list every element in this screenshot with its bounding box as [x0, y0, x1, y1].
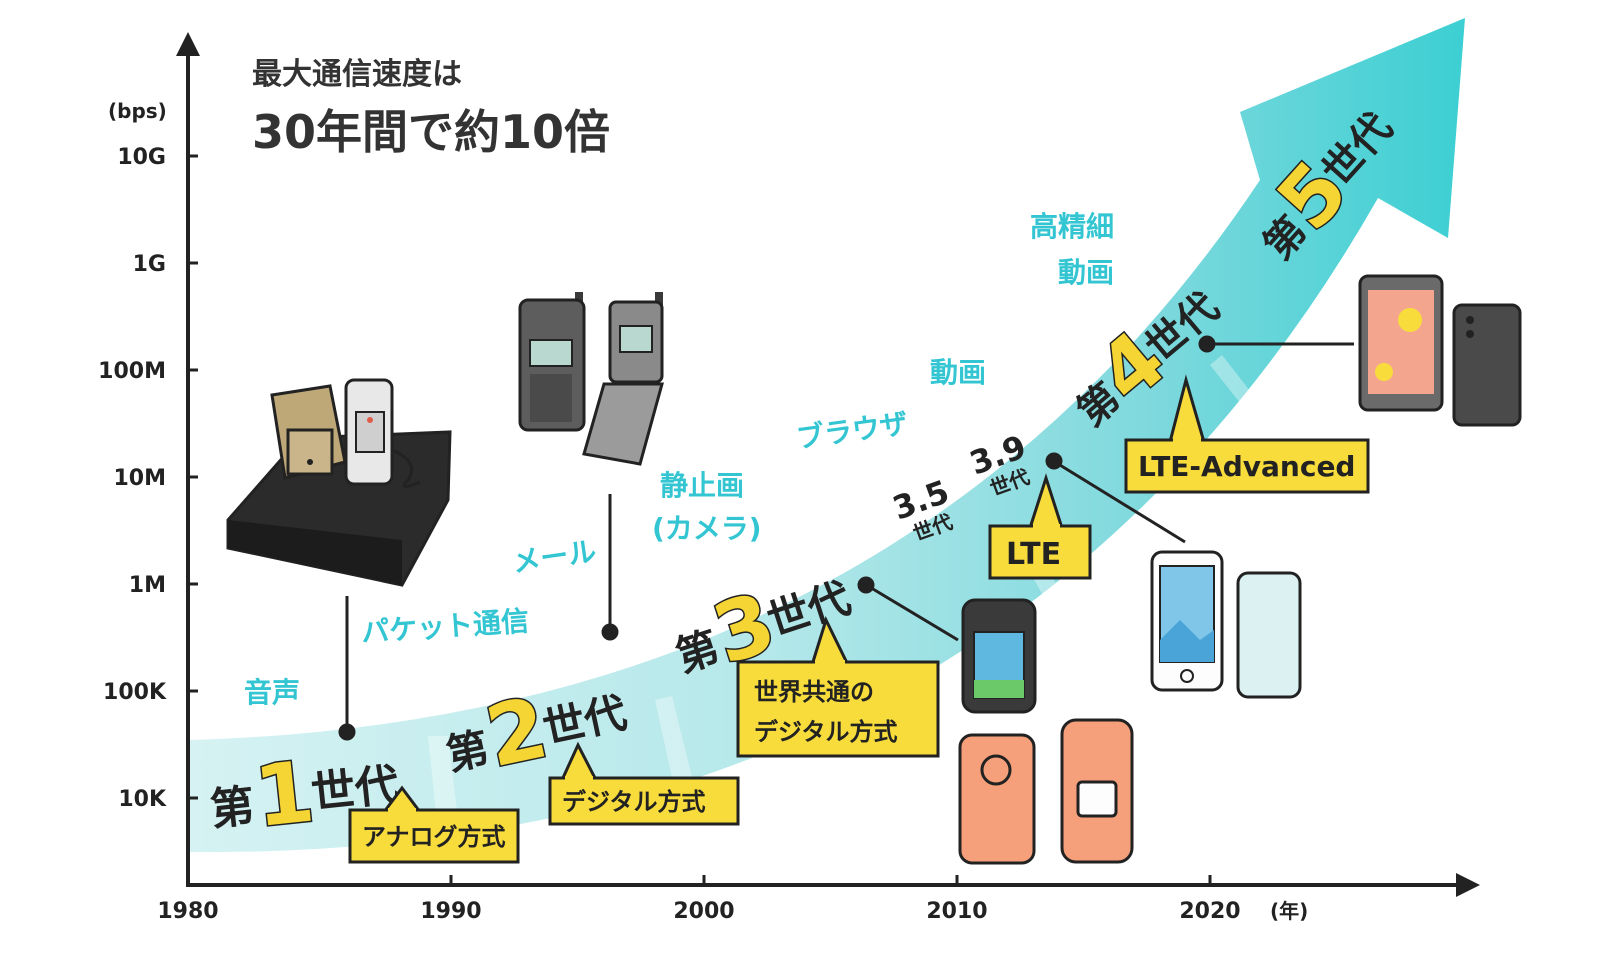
fourth-gen-phones-illustration: [1150, 550, 1302, 699]
y-tick-label: 1M: [129, 573, 166, 598]
y-axis-ticks: 10G 1G 100M 10M 1M 100K 10K: [98, 145, 198, 812]
x-tick-label: 1990: [420, 899, 481, 924]
feature-voice: 音声: [244, 676, 300, 709]
callout-analog-text: アナログ方式: [362, 823, 506, 851]
feature-still-image: 静止画: [660, 469, 744, 502]
y-axis: [176, 32, 200, 885]
callout-digital-text: デジタル方式: [562, 788, 706, 816]
callout-lte-advanced: LTE-Advanced: [1124, 374, 1370, 494]
x-axis-unit: (年): [1270, 899, 1308, 923]
first-gen-phones-illustration: [226, 378, 452, 587]
gen1-prefix: 第: [208, 781, 257, 836]
feature-video: 動画: [930, 356, 986, 389]
gen2-prefix: 第: [442, 723, 493, 780]
x-tick-label: 2000: [673, 899, 734, 924]
generation-3-5: 3.5 世代: [888, 472, 956, 545]
callout-digital: デジタル方式: [548, 741, 740, 826]
x-axis-ticks: 1980 1990 2000 2010 2020: [157, 875, 1241, 924]
callout-global-digital: 世界共通の デジタル方式: [736, 615, 940, 758]
y-tick-label: 100M: [98, 359, 166, 384]
callout-lte-text: LTE: [1006, 537, 1061, 572]
fifth-gen-phones-illustration: [1358, 274, 1522, 427]
title-line1: 最大通信速度は: [252, 57, 462, 92]
third-gen-phones-illustration: [958, 598, 1134, 865]
generation-1: 第 1 世代: [208, 741, 402, 848]
y-tick-label: 10K: [118, 787, 167, 812]
feature-browser: ブラウザ: [794, 407, 910, 455]
y-tick-label: 10G: [117, 145, 166, 170]
x-tick-label: 2010: [926, 899, 987, 924]
y-tick-label: 1G: [133, 252, 166, 277]
feature-camera: (カメラ): [652, 512, 762, 545]
feature-mail: メール: [510, 535, 598, 579]
callout-global-line2: デジタル方式: [754, 718, 898, 746]
x-axis: [186, 873, 1480, 897]
x-tick-label: 2020: [1179, 899, 1240, 924]
y-tick-label: 100K: [103, 680, 167, 705]
feature-hd-line1: 高精細: [1030, 210, 1114, 243]
feature-packet: パケット通信: [360, 604, 530, 649]
gen1-number: 1: [250, 742, 318, 846]
callout-global-line1: 世界共通の: [754, 678, 874, 706]
x-tick-label: 1980: [157, 899, 218, 924]
y-axis-unit: (bps): [108, 99, 167, 123]
callout-lte: LTE: [988, 473, 1092, 580]
connectors: [338, 335, 1354, 741]
title-line2: 30年間で約10倍: [252, 105, 610, 159]
callout-lte-advanced-text: LTE-Advanced: [1138, 450, 1355, 483]
generation-2: 第 2 世代: [442, 677, 631, 788]
y-tick-label: 10M: [113, 466, 166, 491]
feature-hd-line2: 動画: [1058, 256, 1114, 289]
callout-analog: アナログ方式: [348, 785, 520, 864]
second-gen-phones-illustration: [518, 292, 664, 466]
